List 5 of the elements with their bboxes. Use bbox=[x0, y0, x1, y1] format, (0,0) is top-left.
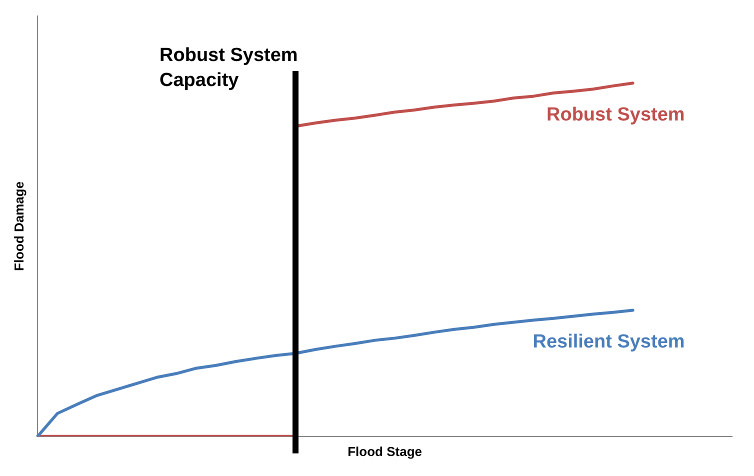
series-label: Robust System bbox=[546, 104, 685, 126]
y-axis-title: Flood Damage bbox=[11, 181, 26, 271]
x-axis-title: Flood Stage bbox=[348, 444, 422, 459]
series-label: Resilient System bbox=[532, 332, 685, 353]
text: Robust System Capacity bbox=[160, 45, 298, 91]
